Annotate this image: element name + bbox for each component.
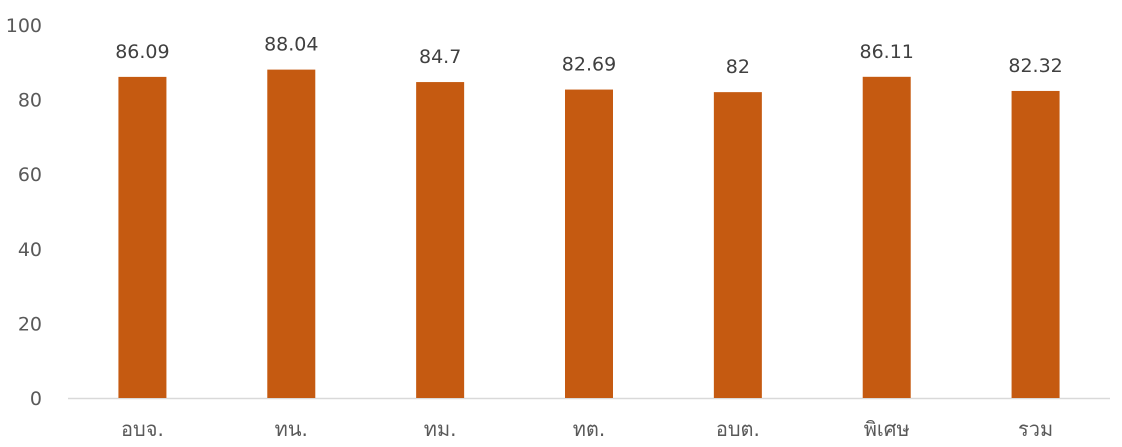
- y-tick-label: 100: [6, 15, 42, 37]
- x-tick-label: ทน.: [275, 417, 308, 441]
- y-tick-label: 60: [18, 164, 42, 186]
- bar-1: [118, 76, 167, 398]
- bar-6: [862, 76, 911, 399]
- bars: [118, 69, 1060, 399]
- bar-4: [565, 89, 613, 399]
- y-tick-label: 0: [30, 388, 42, 410]
- data-label: 82: [726, 56, 750, 78]
- y-tick-label: 20: [18, 313, 42, 335]
- x-tick-label: พิเศษ: [864, 417, 910, 441]
- data-label: 84.7: [419, 46, 461, 68]
- x-tick-label: อบต.: [716, 417, 760, 441]
- x-axis-labels: อบจ. ทน. ทม. ทต. อบต. พิเศษ รวม: [121, 417, 1053, 441]
- x-tick-label: อบจ.: [121, 417, 164, 441]
- y-tick-label: 40: [18, 239, 42, 261]
- bar-3: [416, 82, 465, 398]
- data-label: 86.09: [115, 41, 169, 63]
- x-tick-label: ทม.: [424, 417, 457, 441]
- data-label: 88.04: [264, 34, 318, 56]
- x-tick-label: ทต.: [573, 417, 606, 441]
- bar-2: [267, 69, 316, 398]
- x-tick-label: รวม: [1018, 417, 1053, 441]
- data-label: 86.11: [860, 41, 914, 63]
- data-labels: 86.09 88.04 84.7 82.69 82 86.11 82.32: [115, 34, 1063, 79]
- bar-5: [713, 92, 762, 398]
- data-label: 82.32: [1008, 55, 1062, 77]
- y-tick-label: 80: [18, 90, 42, 112]
- data-label: 82.69: [562, 54, 616, 76]
- bar-7: [1011, 90, 1060, 398]
- y-axis-ticks: 0 20 40 60 80 100: [6, 15, 42, 410]
